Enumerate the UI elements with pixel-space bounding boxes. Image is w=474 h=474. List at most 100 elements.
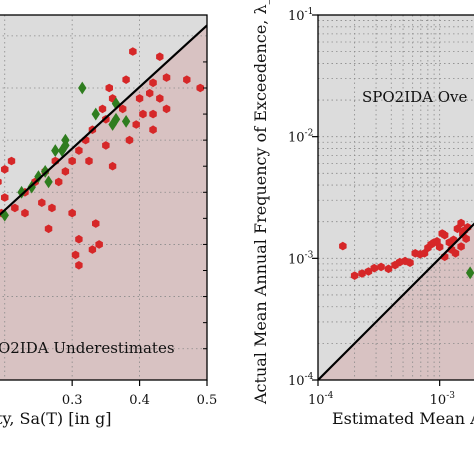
right-x-tick-label: 10-3 [430,391,456,408]
right-red-point [339,241,347,251]
left-green-point [34,170,43,184]
left-green-point [78,81,87,95]
right-equality-line [318,222,474,380]
right-x-axis-label: Estimated Mean A [332,409,474,428]
left-red-point [156,52,164,61]
right-plot-frame [317,14,474,381]
right-red-point [358,269,366,278]
right-y-tick-label: 10-3 [288,250,314,267]
left-green-point [0,208,9,222]
left-green-point [111,112,121,126]
left-green-point [40,165,50,178]
right-red-point [364,267,373,276]
left-red-point [125,135,134,145]
left-plot-frame [0,14,208,381]
right-red-point [370,263,378,273]
left-red-point [48,203,56,213]
left-overestimate-region [0,15,207,215]
left-red-point [122,75,130,84]
left-red-point [146,88,154,98]
left-red-point [61,167,70,176]
left-red-point [162,73,171,82]
left-green-point [27,180,36,194]
left-red-point [88,245,97,254]
right-red-point [377,262,385,272]
left-red-point [95,240,103,249]
left-red-point [183,75,191,84]
left-red-point [129,47,137,56]
right-x-tick-label: 10-4 [308,391,334,408]
right-red-point [453,224,462,234]
left-red-point [108,161,117,171]
right-red-point [406,258,414,267]
left-red-point [7,156,16,166]
left-red-point [21,208,29,218]
left-red-point [149,125,157,134]
right-red-point [441,230,449,240]
left-red-point [98,104,107,114]
left-red-point [135,94,144,103]
right-overestimate-region [318,15,474,380]
left-red-point [75,234,83,244]
left-red-point [92,219,100,228]
right-chart: 10-4 10-3 10-2 10-1 10-4 10-3 Estimated Mean … [251,0,474,428]
left-red-point [156,94,164,103]
left-green-point [57,144,67,157]
left-green-point [108,118,117,131]
right-red-point [457,218,465,228]
left-x-ticks: 0.3 0.4 0.5 [62,61,218,408]
right-green-point [465,266,474,280]
left-x-tick-label: 0.3 [62,393,83,408]
right-red-point [384,264,393,274]
left-red-point [38,198,46,207]
left-green-point [51,144,60,157]
left-equality-line [0,24,207,216]
right-red-point [435,242,444,252]
left-red-point [105,83,113,93]
left-red-point [162,104,171,114]
right-x-tick-exponent: -4 [325,391,334,401]
left-red-point [149,78,157,88]
right-red-point [451,249,460,258]
left-markers [0,47,204,270]
left-red-point [196,83,204,93]
right-y-tick-exponent: -4 [305,372,314,382]
right-y-tick-label: 10-1 [288,7,313,24]
left-red-point [85,156,93,166]
left-green-point [121,114,131,128]
left-red-point [44,224,53,234]
left-green-point [44,175,53,189]
left-red-point [71,250,80,260]
left-green-point [91,107,100,121]
left-x-tick-label: 0.4 [129,393,150,408]
left-red-point [11,203,19,213]
left-chart: 0.3 0.4 0.5 ty, Sa(T) [in g] O2IDA Underes… [0,14,218,428]
right-y-tick-exponent: -3 [305,250,314,260]
left-red-point [149,109,157,119]
left-red-point [75,261,83,270]
left-red-point [55,177,63,187]
left-red-point [68,156,76,166]
left-red-point [68,208,76,218]
left-x-axis-label: ty, Sa(T) [in g] [0,409,112,428]
left-red-point [102,141,110,150]
right-y-tick-label: 10-2 [288,129,313,146]
right-y-tick-exponent: -1 [305,7,314,17]
right-y-axis-label: Actual Mean Annual Frequency of Exceeden… [251,0,270,405]
right-y-tick-label: 10-4 [288,372,314,389]
right-annotation: SPO2IDA Ove [362,88,468,106]
left-red-point [139,109,147,119]
right-y-tick-exponent: -2 [305,129,314,139]
right-red-point [457,242,465,251]
left-red-point [1,193,9,202]
left-red-point [119,104,127,114]
left-red-point [75,146,83,155]
left-red-point [132,120,140,129]
left-annotation: O2IDA Underestimates [0,339,175,357]
left-x-tick-label: 0.5 [197,393,218,408]
right-red-point [350,271,359,280]
left-red-point [1,165,9,174]
right-x-tick-exponent: -3 [446,391,455,401]
left-red-point [0,178,2,186]
